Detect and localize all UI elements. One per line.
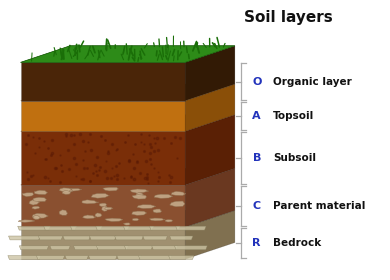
Polygon shape: [165, 220, 173, 222]
Polygon shape: [74, 246, 99, 250]
Polygon shape: [130, 189, 149, 193]
Polygon shape: [64, 190, 73, 192]
Polygon shape: [71, 226, 102, 230]
Polygon shape: [59, 210, 67, 215]
Polygon shape: [170, 201, 185, 207]
Polygon shape: [95, 213, 102, 217]
Polygon shape: [105, 218, 123, 221]
Text: Topsoil: Topsoil: [273, 111, 314, 121]
Polygon shape: [19, 246, 49, 250]
Polygon shape: [89, 256, 117, 260]
Polygon shape: [50, 246, 70, 250]
Polygon shape: [21, 210, 235, 227]
Text: Bedrock: Bedrock: [273, 238, 321, 248]
Polygon shape: [132, 211, 147, 215]
Polygon shape: [153, 209, 162, 213]
Polygon shape: [123, 223, 130, 225]
Text: R: R: [252, 238, 261, 248]
Polygon shape: [83, 215, 96, 219]
Polygon shape: [105, 207, 113, 210]
Polygon shape: [36, 256, 65, 260]
Polygon shape: [38, 236, 63, 240]
Polygon shape: [21, 101, 185, 131]
Polygon shape: [63, 236, 90, 240]
Text: Organic layer: Organic layer: [273, 76, 351, 87]
Polygon shape: [170, 236, 193, 240]
Polygon shape: [96, 226, 129, 230]
Polygon shape: [149, 226, 180, 230]
Polygon shape: [32, 206, 40, 209]
Polygon shape: [124, 246, 153, 250]
Polygon shape: [29, 200, 39, 205]
Polygon shape: [102, 206, 108, 211]
Polygon shape: [82, 200, 99, 204]
Polygon shape: [154, 194, 173, 198]
Polygon shape: [99, 203, 107, 207]
Polygon shape: [117, 256, 141, 260]
Polygon shape: [9, 236, 40, 240]
Text: O: O: [252, 76, 261, 87]
Text: Parent material: Parent material: [273, 201, 365, 211]
Polygon shape: [124, 226, 154, 230]
Polygon shape: [21, 185, 185, 227]
Polygon shape: [32, 213, 48, 218]
Polygon shape: [21, 227, 185, 259]
Polygon shape: [149, 218, 165, 221]
Polygon shape: [103, 187, 119, 191]
Polygon shape: [133, 218, 139, 221]
Text: C: C: [253, 201, 261, 211]
Text: A: A: [252, 111, 261, 121]
Polygon shape: [143, 236, 167, 240]
Polygon shape: [171, 191, 186, 195]
Polygon shape: [152, 246, 178, 250]
Polygon shape: [65, 188, 82, 191]
Polygon shape: [33, 197, 46, 202]
Polygon shape: [18, 220, 35, 222]
Polygon shape: [65, 256, 89, 260]
Polygon shape: [21, 46, 235, 62]
Text: B: B: [253, 153, 261, 163]
Polygon shape: [174, 246, 207, 250]
Polygon shape: [185, 115, 235, 185]
Polygon shape: [21, 115, 235, 131]
Polygon shape: [18, 226, 50, 230]
Text: Subsoil: Subsoil: [273, 153, 316, 163]
Polygon shape: [137, 205, 156, 209]
Polygon shape: [168, 256, 194, 260]
Polygon shape: [185, 84, 235, 131]
Polygon shape: [185, 168, 235, 227]
Polygon shape: [21, 131, 185, 185]
Polygon shape: [22, 193, 34, 197]
Polygon shape: [21, 168, 235, 185]
Polygon shape: [138, 256, 172, 260]
Polygon shape: [96, 246, 128, 250]
Polygon shape: [34, 190, 48, 195]
Polygon shape: [185, 46, 235, 101]
Polygon shape: [8, 256, 41, 260]
Polygon shape: [21, 84, 235, 101]
Polygon shape: [176, 226, 206, 230]
Polygon shape: [21, 62, 185, 101]
Polygon shape: [21, 46, 235, 62]
Polygon shape: [115, 236, 143, 240]
Polygon shape: [33, 215, 41, 220]
Polygon shape: [91, 193, 109, 198]
Polygon shape: [89, 236, 116, 240]
Polygon shape: [44, 226, 76, 230]
Polygon shape: [185, 210, 235, 259]
Polygon shape: [62, 190, 71, 194]
Polygon shape: [136, 193, 144, 196]
Text: Soil layers: Soil layers: [244, 10, 333, 25]
Polygon shape: [132, 195, 147, 199]
Polygon shape: [59, 188, 72, 192]
